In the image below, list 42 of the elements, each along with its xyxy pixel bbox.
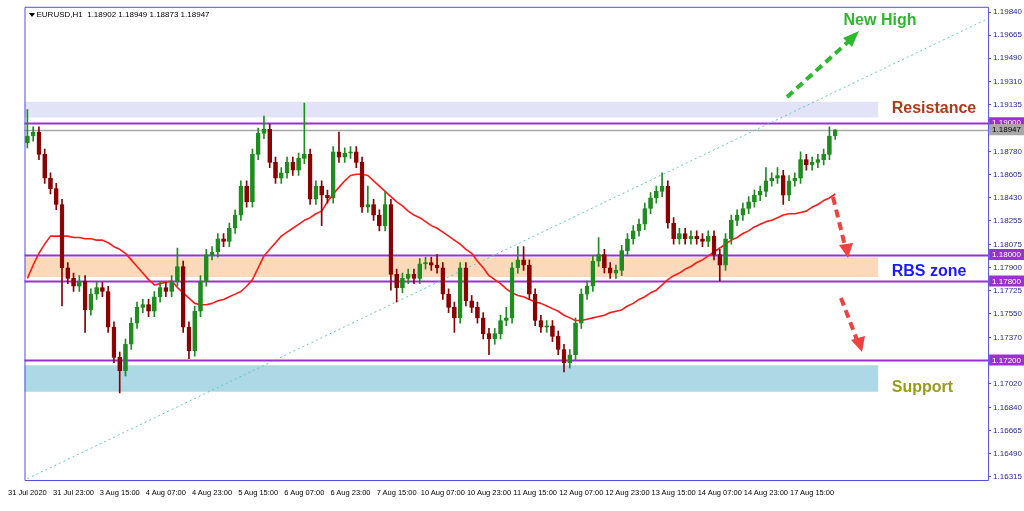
y-tick-label: 1.17725 [993, 286, 1023, 296]
candlestick [486, 328, 492, 356]
candlestick [503, 307, 509, 327]
y-tick-label: 1.18075 [993, 239, 1023, 249]
annotation: New High [843, 11, 917, 29]
y-tick-label: 1.18605 [993, 170, 1023, 180]
candlestick [809, 156, 815, 171]
y-tick-label: 1.19665 [993, 30, 1023, 40]
candlestick [336, 131, 342, 163]
y-tick-label: 1.16840 [993, 402, 1023, 412]
y-tick-label: 1.18430 [993, 193, 1023, 203]
y-tick-label: 1.18780 [993, 146, 1023, 156]
candlestick [209, 246, 215, 261]
y-tick-label: 1.19490 [993, 53, 1023, 63]
candlestick [261, 115, 267, 139]
y-tick-label: 1.17900 [993, 262, 1023, 272]
band-label: Support [891, 377, 954, 395]
ref-line-label: 1.18947 [992, 125, 1022, 135]
y-tick-label: 1.16665 [993, 425, 1023, 435]
y-tick-label: 1.17550 [993, 309, 1023, 319]
band-label: Resistance [891, 99, 977, 117]
chart-title: EURUSD,H1 1.18902 1.18949 1.18873 1.18947 [36, 10, 211, 19]
y-tick-label: 1.19310 [993, 77, 1023, 87]
y-tick-label: 1.19840 [993, 7, 1023, 17]
band-label: RBS zone [891, 261, 967, 279]
ref-line-label: 1.17800 [992, 276, 1022, 286]
y-tick-label: 1.16315 [993, 471, 1023, 481]
candlestick [30, 126, 36, 142]
candlestick [434, 254, 440, 274]
y-tick-label: 1.17020 [993, 378, 1023, 388]
candlestick [613, 264, 619, 279]
candlestick [544, 320, 550, 333]
ref-line-label: 1.17200 [992, 355, 1022, 365]
ref-line-label: 1.18000 [992, 250, 1022, 260]
ref-line-label: 1.19000 [992, 118, 1022, 128]
candlestick [365, 185, 371, 213]
candlestick [659, 172, 665, 197]
y-tick-label: 1.19135 [993, 100, 1023, 110]
y-tick-label: 1.18255 [993, 216, 1023, 226]
y-tick-label: 1.16490 [993, 448, 1023, 458]
candlestick [428, 256, 434, 271]
y-tick-label: 1.17370 [993, 332, 1023, 342]
